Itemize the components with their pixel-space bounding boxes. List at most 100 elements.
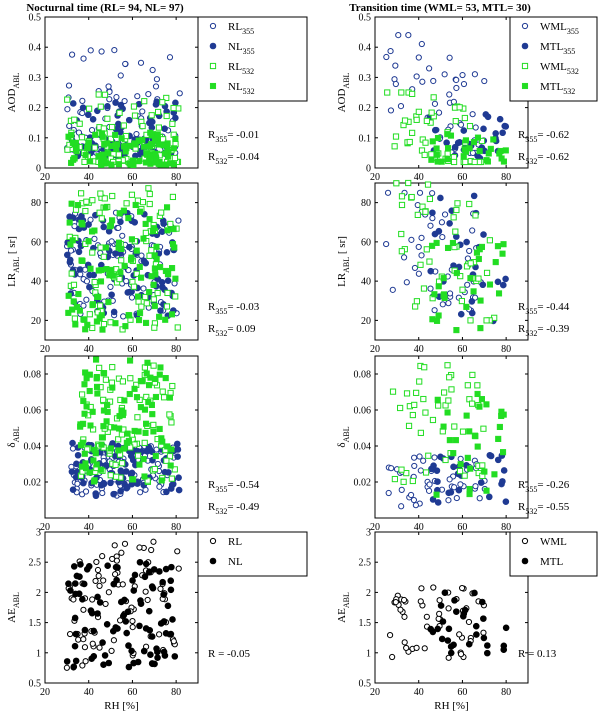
data-point	[502, 147, 509, 154]
data-point	[384, 89, 391, 96]
data-point	[457, 455, 464, 462]
data-point	[496, 115, 504, 123]
data-point	[104, 401, 111, 408]
data-point	[63, 664, 70, 671]
data-point	[70, 563, 78, 570]
data-point	[411, 462, 418, 470]
data-point	[409, 411, 416, 419]
x-tick-label: 60	[127, 344, 137, 355]
data-point	[472, 433, 479, 440]
data-point	[472, 483, 479, 490]
data-point	[101, 370, 108, 377]
data-point	[458, 297, 465, 305]
data-point	[423, 246, 430, 253]
data-point	[451, 597, 458, 604]
data-point	[389, 286, 396, 293]
panel-ae-nocturnal: 20 40 60 80 0.5 1 1.5 2 2.5 3 AEABL RH [%] RL NL R = -…	[6, 528, 308, 712]
data-point	[156, 313, 163, 320]
data-point	[395, 32, 402, 39]
data-point	[116, 109, 123, 116]
data-point	[140, 143, 148, 150]
data-point	[472, 622, 480, 630]
data-point	[405, 179, 412, 187]
data-point	[71, 155, 78, 162]
data-point	[170, 161, 177, 168]
data-point	[403, 644, 410, 652]
data-point	[492, 259, 499, 266]
data-point	[80, 580, 88, 588]
data-point	[434, 134, 442, 142]
x-tick-label: 60	[457, 687, 467, 698]
data-point	[108, 647, 115, 655]
data-point	[169, 382, 176, 390]
data-point	[159, 578, 166, 586]
data-point	[415, 243, 422, 251]
data-point	[91, 144, 98, 151]
data-point	[494, 243, 501, 250]
data-point	[97, 302, 104, 309]
data-point	[85, 139, 92, 146]
data-point	[135, 298, 142, 305]
data-point	[420, 457, 427, 464]
data-point	[480, 634, 488, 642]
data-point	[484, 649, 491, 657]
data-point	[137, 600, 145, 608]
data-point	[450, 450, 457, 457]
data-point	[393, 180, 400, 187]
plot-frame	[374, 531, 529, 684]
data-point	[101, 195, 108, 202]
data-point	[119, 378, 126, 385]
data-point	[419, 78, 426, 85]
data-point	[136, 157, 143, 164]
data-point	[447, 649, 455, 657]
data-point	[502, 123, 510, 130]
data-point	[474, 134, 482, 141]
data-point	[415, 54, 422, 61]
data-point	[163, 488, 170, 496]
data-point	[65, 580, 72, 587]
data-point	[135, 293, 142, 300]
data-point	[89, 197, 96, 204]
data-point	[436, 597, 443, 604]
data-point	[153, 243, 160, 250]
data-point	[446, 437, 453, 444]
data-point	[128, 254, 135, 261]
data-point	[71, 580, 79, 587]
data-point	[105, 83, 112, 90]
data-point	[78, 463, 86, 470]
data-point	[100, 320, 108, 328]
data-point	[83, 566, 91, 573]
data-point	[145, 91, 152, 98]
legend-marker	[209, 557, 217, 565]
data-point	[440, 291, 448, 298]
data-point	[163, 249, 171, 256]
data-point	[137, 59, 145, 66]
data-point	[69, 486, 77, 493]
correlation-value: R532= -0.49	[208, 501, 260, 516]
plot-frame	[44, 531, 199, 684]
data-point	[459, 71, 466, 79]
data-point	[65, 82, 73, 89]
data-point	[109, 384, 116, 391]
data-point	[418, 585, 425, 592]
data-point	[146, 190, 153, 198]
data-point	[469, 111, 476, 118]
correlation-value: R532= 0.09	[208, 323, 256, 338]
data-point	[429, 496, 437, 503]
y-tick-label: 2	[366, 588, 371, 599]
data-point	[452, 118, 459, 125]
data-point	[116, 425, 123, 432]
data-point	[445, 497, 452, 504]
data-point	[413, 389, 420, 396]
data-point	[444, 409, 451, 416]
data-point	[423, 117, 430, 125]
data-point	[99, 326, 106, 333]
data-point	[82, 151, 89, 159]
data-point	[452, 437, 459, 444]
data-point	[397, 404, 404, 412]
data-point	[83, 375, 90, 382]
data-point	[441, 71, 448, 78]
scatter-points	[63, 46, 183, 168]
data-point	[109, 364, 116, 371]
